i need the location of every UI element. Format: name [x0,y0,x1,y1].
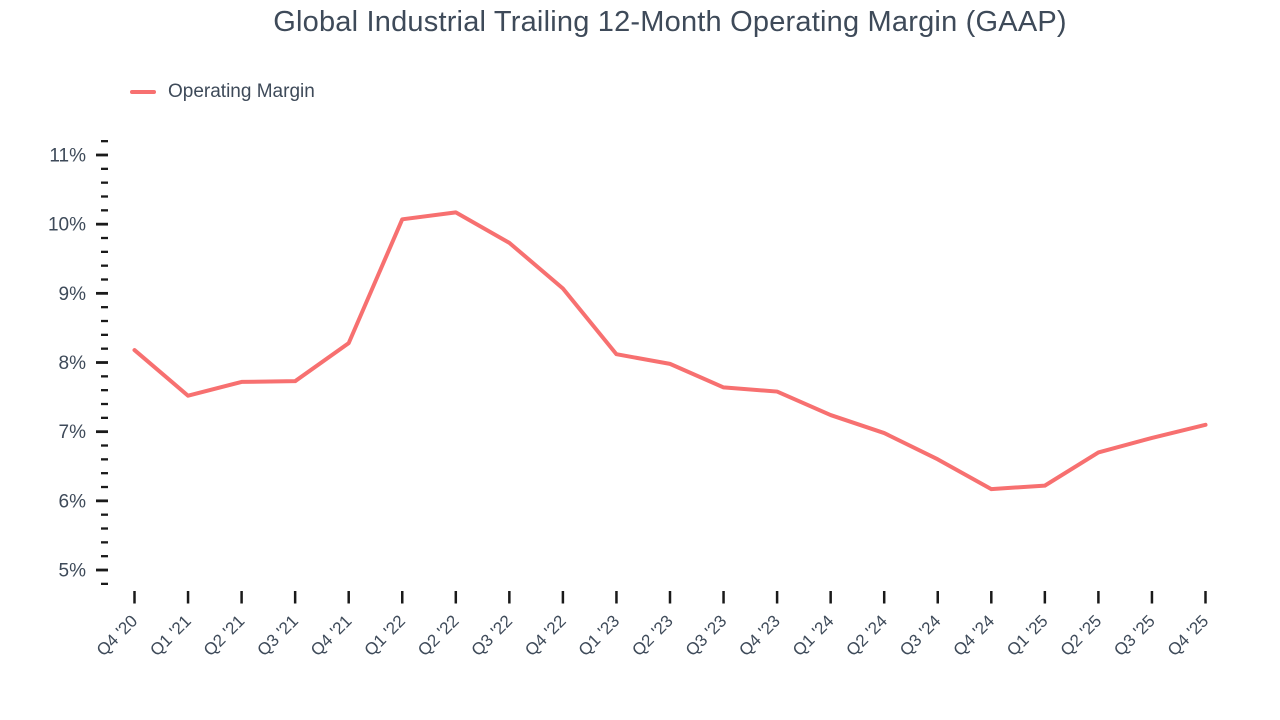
x-axis-tick-label: Q3 '25 [1110,611,1158,659]
x-axis-tick-label: Q3 '22 [468,611,516,659]
line-series-layer [132,210,1208,492]
x-axis-tick-label: Q2 '22 [414,611,462,659]
legend-label: Operating Margin [168,81,315,102]
y-axis-tick-label: 9% [59,284,87,305]
y-axis: 11% 10% 9% 8% 7% 6% 5% [48,140,108,586]
x-axis-tick-label: Q2 '25 [1057,611,1105,659]
x-axis-tick-label: Q1 '23 [575,611,623,659]
series-line-operating-margin [132,210,1208,492]
x-axis-tick-label: Q4 '24 [950,611,998,659]
x-axis-tick-label: Q4 '23 [735,611,783,659]
y-axis-tick-label: 7% [59,422,87,443]
x-axis-tick-label: Q4 '21 [307,611,355,659]
chart-title: Global Industrial Trailing 12-Month Oper… [273,6,1067,38]
x-axis-tick-label: Q4 '20 [93,611,141,659]
y-axis-tick-label: 8% [59,353,87,374]
x-axis-tick-label: Q3 '21 [253,611,301,659]
x-axis-tick-label: Q1 '25 [1003,611,1051,659]
y-axis-tick-label: 10% [48,215,86,236]
legend-line-swatch-icon [130,90,156,94]
x-axis-tick-label: Q4 '25 [1164,611,1212,659]
y-axis-tick-label: 11% [49,146,86,167]
legend: Operating Margin [130,79,315,105]
x-axis-tick-label: Q3 '24 [896,611,944,659]
x-axis: Q4 '20 Q1 '21 Q2 '21 Q3 '21 Q4 '21 Q1 '22 Q2 '… [93,591,1212,660]
x-axis-tick-label: Q2 '24 [843,611,891,659]
x-axis-tick-label: Q3 '23 [682,611,730,659]
x-axis-tick-label: Q2 '23 [628,611,676,659]
y-axis-tick-label: 6% [59,491,87,512]
x-axis-tick-label: Q2 '21 [200,611,248,659]
x-axis-tick-label: Q4 '22 [521,611,569,659]
legend-item-operating-margin[interactable]: Operating Margin [130,81,315,103]
x-axis-tick-label: Q1 '24 [789,611,837,659]
x-axis-tick-label: Q1 '21 [146,611,194,659]
x-axis-tick-label: Q1 '22 [361,611,409,659]
y-axis-tick-label: 5% [59,561,87,582]
